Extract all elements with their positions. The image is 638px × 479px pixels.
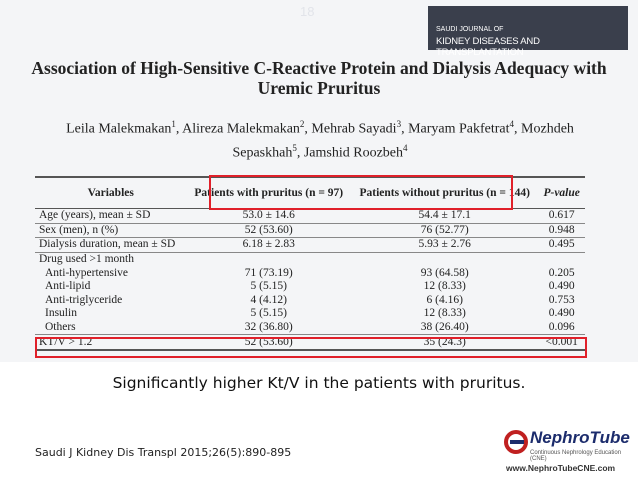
table-row: Others 32 (36.80) 38 (26.40) 0.096 [35, 321, 585, 335]
table-cell: 5 (5.15) [250, 307, 287, 320]
author-name: Jamshid Roozbeh [303, 145, 404, 161]
journal-logo: SAUDI JOURNAL OF KIDNEY DISEASES AND TRA… [428, 6, 628, 58]
table-row: Anti-hypertensive 71 (73.19) 93 (64.58) 0.2… [35, 266, 585, 280]
author-name: Mozhdeh Sepaskhah [232, 121, 574, 161]
author-name: Mehrab Sayadi [311, 121, 397, 137]
journal-line: KIDNEY DISEASES AND TRANSPLANTATION [436, 36, 540, 58]
citation: Saudi J Kidney Dis Transpl 2015;26(5):89… [35, 446, 292, 459]
table-cell: 93 (64.58) [420, 266, 469, 279]
header-cell: Variables [35, 177, 187, 209]
table-row: Anti-triglyceride 4 (4.12) 6 (4.16) 0.753 [35, 294, 585, 308]
authors: Leila Malekmakan1, Alireza Malekmakan2, … [66, 119, 574, 161]
table-cell: 0.495 [538, 237, 585, 253]
header-cell: Patients with pruritus (n = 97) [186, 177, 352, 209]
table-cell: Drug used >1 month [35, 251, 585, 267]
nephrotube-logo: NephroTube Continuous Nephrology Educati… [500, 424, 632, 478]
table-cell: 0.490 [548, 280, 575, 293]
table-cell: 6 (4.16) [426, 293, 463, 306]
table-cell: 53.0 ± 14.6 [186, 208, 352, 224]
caption: Significantly higher Kt/V in the patient… [112, 374, 526, 392]
table-cell: 12 (8.33) [423, 280, 466, 293]
table-cell: 0.617 [538, 208, 585, 224]
table-cell: 6.18 ± 2.83 [186, 237, 352, 253]
author-affiliation: 4 [403, 142, 408, 153]
table-cell: 4 (4.12) [250, 293, 287, 306]
author-name: Leila Malekmakan [66, 121, 172, 137]
header-cell: P-value [538, 177, 585, 209]
table-cell: Anti-triglyceride [45, 293, 123, 306]
table-cell: Dialysis duration, mean ± SD [35, 237, 187, 253]
author-affiliation: 2 [299, 119, 305, 129]
table-cell: 32 (36.80) [244, 321, 293, 334]
table-cell: 71 (73.19) [244, 266, 293, 279]
table-cell: Sex (men), n (%) [35, 222, 187, 238]
table-cell: 0.490 [548, 307, 575, 320]
highlight-box [35, 337, 587, 358]
table-cell: Age (years), mean ± SD [35, 208, 187, 224]
logo-url: www.NephroTubeCNE.com [506, 463, 616, 473]
logo-icon [504, 430, 528, 454]
table-cell: 5.93 ± 2.76 [351, 237, 539, 253]
journal-line: SAUDI JOURNAL OF [436, 26, 504, 33]
table-header: Variables Patients with pruritus (n = 97)… [35, 177, 585, 209]
table-cell: 0.948 [538, 222, 585, 238]
results-table: Variables Patients with pruritus (n = 97)… [35, 176, 585, 351]
logo-name: NephroTube [530, 428, 630, 447]
table-cell: Anti-lipid [45, 280, 91, 293]
author-name: Maryam Pakfetrat [408, 121, 510, 137]
table-row: Anti-lipid 5 (5.15) 12 (8.33) 0.490 [35, 280, 585, 294]
table-cell: Anti-hypertensive [45, 266, 129, 279]
table-cell: 52 (53.60) [186, 222, 352, 238]
table-row: Drug used >1 month [35, 251, 585, 267]
author-affiliation: 1 [171, 119, 176, 129]
author-affiliation: 3 [396, 119, 402, 129]
highlight-box [209, 175, 513, 210]
table-cell: 0.753 [548, 293, 575, 306]
table-cell: 5 (5.15) [250, 280, 287, 293]
author-affiliation: 4 [509, 119, 515, 129]
logo-tagline: Continuous Nephrology Education (CNE) [530, 450, 622, 462]
table-cell: 12 (8.33) [423, 307, 466, 320]
table-cell: 38 (26.40) [420, 321, 469, 334]
table-row: Insulin 5 (5.15) 12 (8.33) 0.490 [35, 307, 585, 321]
table-cell: Insulin [45, 307, 77, 320]
table-cell: Others [45, 321, 76, 334]
slide-number: 18 [300, 4, 315, 19]
table-row: Sex (men), n (%) 52 (53.60) 76 (52.77) 0.94… [35, 222, 585, 238]
table-cell: 0.205 [548, 266, 575, 279]
table-row: Age (years), mean ± SD 53.0 ± 14.6 54.4 ± … [35, 208, 585, 224]
author-name: Alireza Malekmakan [182, 121, 300, 137]
table-cell: 76 (52.77) [351, 222, 539, 238]
author-affiliation: 5 [292, 142, 297, 153]
table-cell: 0.096 [548, 321, 575, 334]
paper-title: Association of High-Sensitive C-Reactive… [31, 58, 607, 98]
table-row: Dialysis duration, mean ± SD 6.18 ± 2.83 5… [35, 237, 585, 253]
header-cell: Patients without pruritus (n = 144) [351, 177, 539, 209]
table-cell: 54.4 ± 17.1 [351, 208, 539, 224]
